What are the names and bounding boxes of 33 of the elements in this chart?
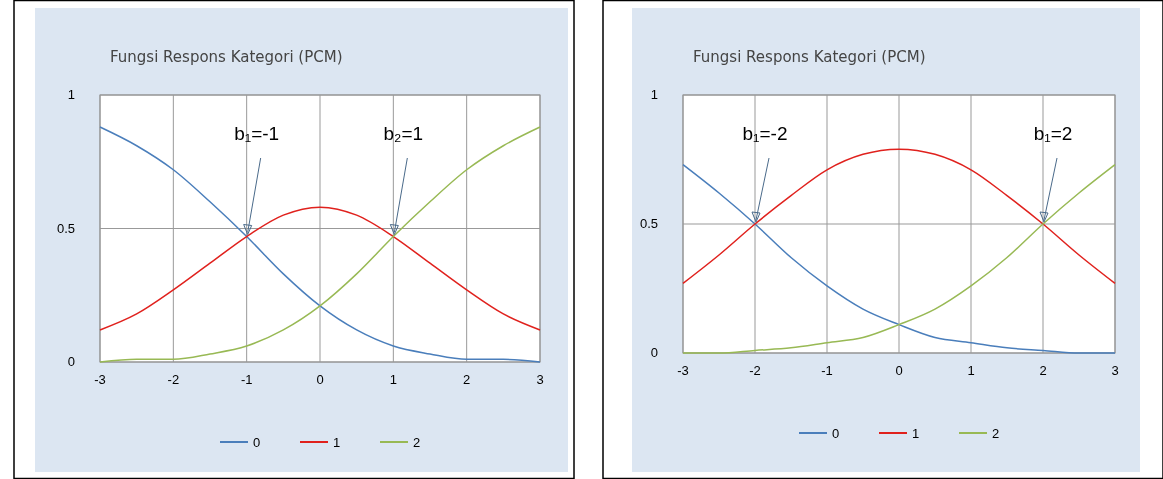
x-tick-label: 0 <box>316 372 324 387</box>
line-series <box>682 148 1116 285</box>
chart-title: Fungsi Respons Kategori (PCM) <box>693 48 926 66</box>
y-tick-label: 1 <box>650 87 658 102</box>
x-tick-label: -1 <box>821 363 833 378</box>
line-series <box>99 206 541 331</box>
annotation: b₁=-1 <box>234 123 280 144</box>
x-tick-label: 0 <box>895 363 903 378</box>
x-tick-label: 2 <box>463 372 471 387</box>
y-tick-label: 0.5 <box>639 216 658 231</box>
x-tick-label: 3 <box>536 372 544 387</box>
legend-label: 2 <box>992 426 1000 441</box>
legend-label: 0 <box>253 435 261 450</box>
y-tick-label: 0 <box>650 345 658 360</box>
x-tick-label: -2 <box>749 363 761 378</box>
legend-label: 1 <box>333 435 341 450</box>
annotation: b₁=2 <box>1033 123 1073 144</box>
annotation: b₂=1 <box>383 123 424 144</box>
legend-label: 2 <box>413 435 421 450</box>
x-tick-label: -3 <box>677 363 689 378</box>
x-tick-label: 3 <box>1111 363 1119 378</box>
legend-label: 1 <box>912 426 920 441</box>
x-tick-label: 2 <box>1039 363 1047 378</box>
y-tick-label: 1 <box>67 87 75 102</box>
x-tick-label: -1 <box>240 372 253 387</box>
x-tick-label: 1 <box>967 363 975 378</box>
x-tick-label: 1 <box>389 372 397 387</box>
chart-title: Fungsi Respons Kategori (PCM) <box>110 48 343 66</box>
legend-label: 0 <box>832 426 840 441</box>
x-tick-label: -3 <box>94 372 106 387</box>
annotation: b₁=-2 <box>742 123 788 144</box>
x-tick-label: -2 <box>167 372 180 387</box>
y-tick-label: 0.5 <box>56 220 75 236</box>
